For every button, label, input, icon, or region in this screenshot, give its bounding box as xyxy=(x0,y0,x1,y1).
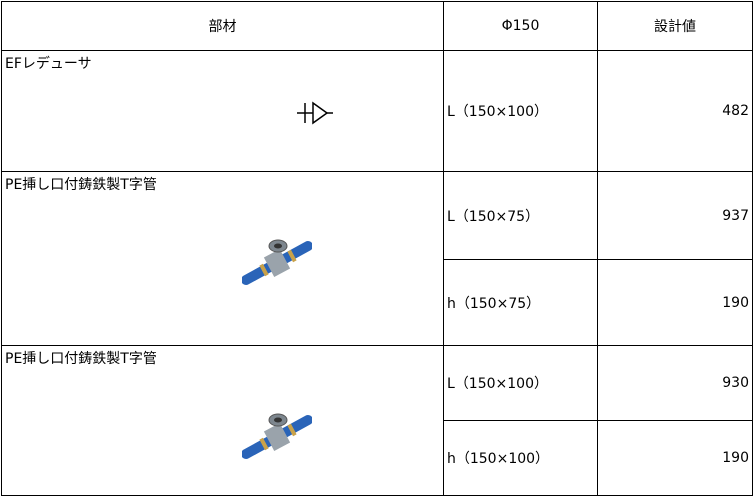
header-cell: Φ150 xyxy=(443,1,598,51)
dimension-cell: h（150×100） xyxy=(443,420,598,496)
dimension-cell: L（150×100） xyxy=(443,345,598,421)
table-row: h（150×75） 190 xyxy=(2,259,753,346)
tee-pipe-image xyxy=(242,239,312,285)
value-cell: 190 xyxy=(597,259,753,346)
table-row: EFレデューサ L（150×100） 482 xyxy=(1,50,753,172)
item-name-cell: PE挿し口付鋳鉄製T字管 xyxy=(1,345,444,496)
item-name-cell: PE挿し口付鋳鉄製T字管 xyxy=(1,171,444,346)
table-row: PE挿し口付鋳鉄製T字管 L（150×100） 930 xyxy=(1,345,753,496)
table-body: EFレデューサ L（150×100） 482 PE挿し口付鋳鉄製T字管 L（150×75… xyxy=(1,50,753,496)
dimension-cell: L（150×100） xyxy=(443,50,598,172)
table-row: PE挿し口付鋳鉄製T字管 L（150×75） 937 xyxy=(1,171,753,346)
item-name: PE挿し口付鋳鉄製T字管 xyxy=(5,177,157,193)
header-cell: 設計値 xyxy=(597,1,753,51)
item-name: PE挿し口付鋳鉄製T字管 xyxy=(5,351,157,367)
dimension-cell: L（150×75） xyxy=(443,171,598,260)
dimension-cell: h（150×75） xyxy=(443,259,598,346)
value-cell: 937 xyxy=(597,171,753,260)
header-row: 部材 Φ150 設計値 xyxy=(1,1,753,51)
table-row: h（150×100） 190 xyxy=(2,420,753,496)
item-name: EFレデューサ xyxy=(5,56,92,72)
value-cell: 190 xyxy=(597,420,753,496)
item-name-cell: EFレデューサ xyxy=(1,50,444,172)
tee-pipe-image xyxy=(242,413,312,459)
value-cell: 482 xyxy=(597,50,753,172)
header-cell: 部材 xyxy=(1,1,444,51)
value-cell: 930 xyxy=(597,345,753,421)
reducer-symbol xyxy=(297,101,333,125)
